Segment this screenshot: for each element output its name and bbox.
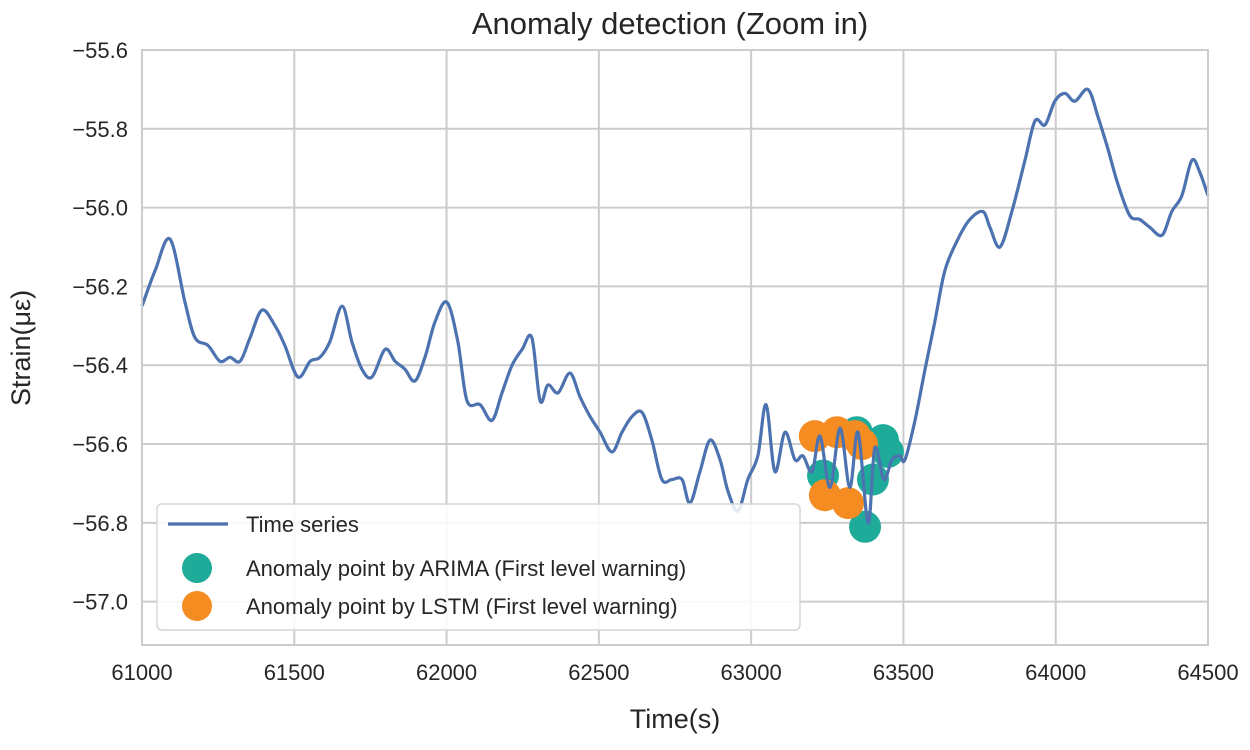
x-tick-label: 62000 [416, 660, 477, 685]
legend-label-lstm: Anomaly point by LSTM (First level warni… [246, 594, 678, 619]
legend-label-arima: Anomaly point by ARIMA (First level warn… [246, 556, 686, 581]
legend-box [156, 503, 801, 631]
time-series-line [140, 87, 1210, 525]
chart-title: Anomaly detection (Zoom in) [472, 6, 868, 41]
x-tick-label: 62500 [568, 660, 629, 685]
x-axis: 61000 61500 62000 62500 63000 63500 64000 64500 [111, 660, 1238, 685]
legend-label-time-series: Time series [246, 512, 359, 537]
y-tick-label: −56.0 [72, 196, 128, 221]
grid [141, 49, 1209, 645]
legend-arima-swatch [182, 553, 212, 583]
x-tick-label: 64500 [1177, 660, 1238, 685]
x-axis-label: Time(s) [630, 704, 720, 734]
x-tick-label: 61500 [264, 660, 325, 685]
y-tick-label: −57.0 [72, 590, 128, 615]
legend-lstm-swatch [182, 591, 212, 621]
y-tick-label: −56.8 [72, 511, 128, 536]
x-tick-label: 61000 [111, 660, 172, 685]
y-axis-label: Strain(με) [6, 290, 36, 406]
y-tick-label: −56.4 [72, 353, 128, 378]
x-tick-label: 63500 [873, 660, 934, 685]
y-axis: −55.6 −55.8 −56.0 −56.2 −56.4 −56.6 −56.8 −57.0 [72, 38, 128, 615]
legend: Time series Anomaly point by ARIMA (Firs… [156, 503, 801, 631]
y-tick-label: −55.6 [72, 38, 128, 63]
y-tick-label: −56.6 [72, 432, 128, 457]
x-tick-label: 64000 [1025, 660, 1086, 685]
x-tick-label: 63000 [721, 660, 782, 685]
y-tick-label: −55.8 [72, 117, 128, 142]
arima-anomaly-point [849, 510, 882, 543]
lstm-anomaly-point [831, 487, 864, 520]
plot-frame [141, 49, 1209, 646]
y-tick-label: −56.2 [72, 274, 128, 299]
